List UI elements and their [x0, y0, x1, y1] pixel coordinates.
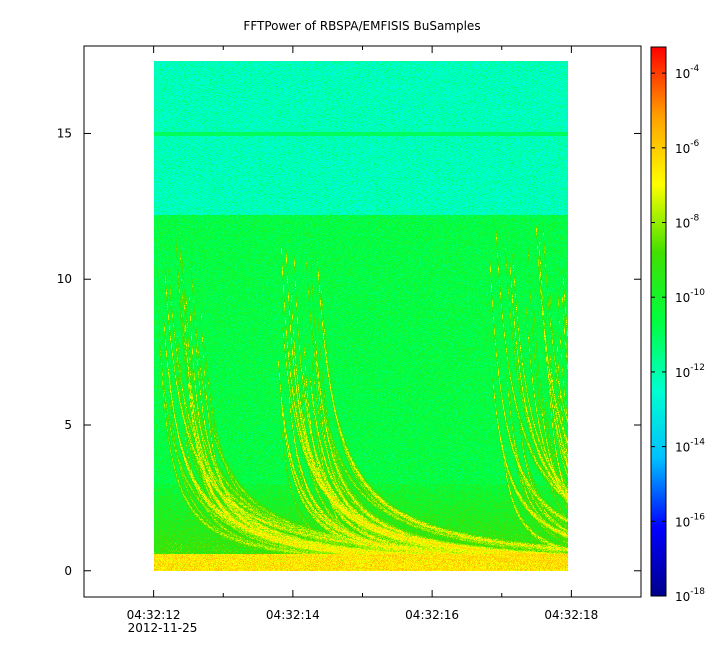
colorbar-tick-label: 10-8 [675, 214, 700, 231]
spectrogram-image [154, 61, 568, 571]
colorbar-tick-label: 10-16 [675, 512, 705, 529]
colorbar-tick-label: 10-10 [675, 288, 705, 305]
x-tick-date-label: 2012-11-25 [128, 621, 198, 635]
x-tick-label: 04:32:12 [127, 608, 181, 622]
y-tick-label: 5 [64, 418, 72, 432]
colorbar-tick-label: 10-4 [675, 64, 700, 81]
chart-title: FFTPower of RBSPA/EMFISIS BuSamples [243, 19, 480, 33]
colorbar-tick-label: 10-18 [675, 587, 705, 604]
y-tick-label: 10 [57, 272, 72, 286]
y-tick-label: 15 [57, 126, 72, 140]
colorbar-tick-label: 10-12 [675, 363, 705, 380]
x-tick-label: 04:32:16 [405, 608, 459, 622]
x-tick-label: 04:32:14 [266, 608, 320, 622]
colorbar-gradient [650, 46, 667, 597]
colorbar: 10-4 10-6 10-8 10-10 10-12 10-14 10-16 10-18 [650, 46, 705, 604]
colorbar-tick-label: 10-6 [675, 139, 700, 156]
y-axis: 0 5 10 15 [57, 126, 641, 578]
spectrogram-raster [154, 61, 568, 571]
colorbar-ticks: 10-4 10-6 10-8 10-10 10-12 10-14 10-16 10-18 [651, 64, 705, 604]
x-tick-label: 04:32:18 [544, 608, 598, 622]
y-tick-label: 0 [64, 564, 72, 578]
colorbar-tick-label: 10-14 [675, 438, 705, 455]
